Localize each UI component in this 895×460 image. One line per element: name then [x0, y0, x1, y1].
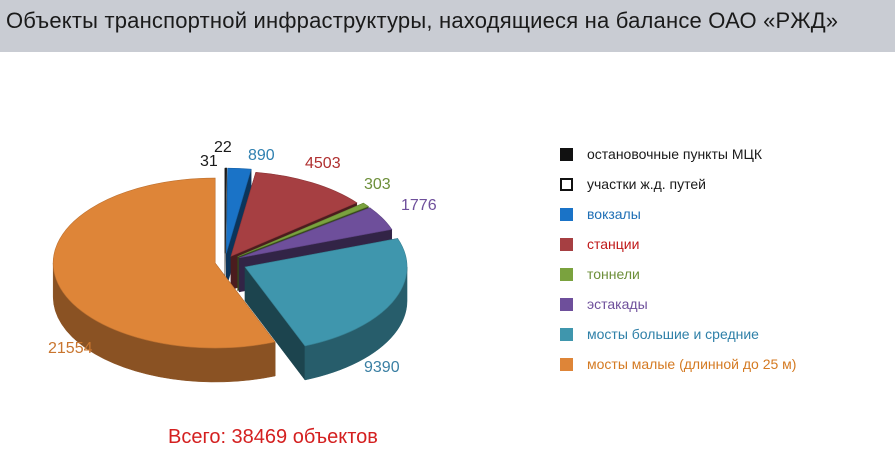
- data-label-7: 21554: [48, 340, 93, 357]
- legend-label: мосты большие и средние: [587, 326, 759, 342]
- legend-swatch: [560, 328, 573, 341]
- legend-swatch: [560, 268, 573, 281]
- legend-swatch: [560, 178, 573, 191]
- legend-label: мосты малые (длинной до 25 м): [587, 356, 797, 372]
- legend-label: участки ж.д. путей: [587, 176, 706, 192]
- page-title: Объекты транспортной инфраструктуры, нах…: [6, 8, 839, 33]
- data-label-4: 303: [364, 176, 391, 193]
- legend-swatch: [560, 298, 573, 311]
- legend-label: вокзалы: [587, 206, 641, 222]
- slice-4: [237, 202, 370, 257]
- data-label-3: 4503: [305, 155, 341, 172]
- legend-swatch: [560, 238, 573, 251]
- data-label-1: 22: [214, 139, 232, 156]
- data-label-0: 31: [200, 153, 218, 170]
- slice-2: [226, 167, 252, 254]
- slice-3: [230, 171, 358, 257]
- slice-7: [52, 177, 276, 349]
- data-label-2: 890: [248, 147, 275, 164]
- total-count: Всего: 38469 объектов: [168, 426, 378, 448]
- legend-label: эстакады: [587, 296, 648, 312]
- legend-label: остановочные пункты МЦК: [587, 146, 762, 162]
- legend-swatch: [560, 148, 573, 161]
- slice-6: [244, 238, 408, 347]
- data-label-6: 9390: [364, 359, 400, 376]
- legend-swatch: [560, 208, 573, 221]
- slice-1: [224, 167, 228, 254]
- data-label-5: 1776: [401, 197, 437, 214]
- pie-tops: [52, 167, 408, 349]
- title-bar: Объекты транспортной инфраструктуры, нах…: [0, 0, 895, 52]
- legend-label: станции: [587, 236, 640, 252]
- legend-label: тоннели: [587, 266, 640, 282]
- legend-swatch: [560, 358, 573, 371]
- slice-5: [239, 207, 393, 259]
